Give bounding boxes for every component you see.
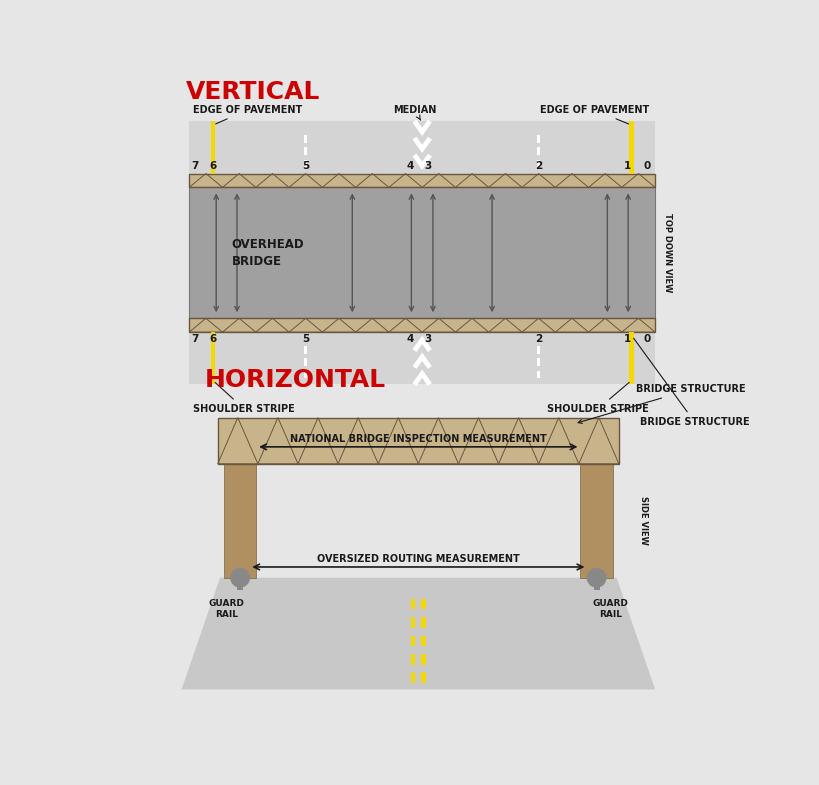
Bar	[189, 173, 654, 188]
Bar	[224, 464, 256, 578]
Text: OVERHEAD
BRIDGE: OVERHEAD BRIDGE	[231, 238, 304, 268]
Text: OVERSIZED ROUTING MEASUREMENT: OVERSIZED ROUTING MEASUREMENT	[317, 554, 519, 564]
Text: TOP DOWN VIEW: TOP DOWN VIEW	[662, 214, 671, 293]
Bar	[189, 173, 654, 188]
Circle shape	[586, 568, 605, 587]
Text: GUARD
RAIL: GUARD RAIL	[208, 599, 244, 619]
Bar	[421, 636, 426, 646]
Polygon shape	[181, 578, 654, 689]
Bar	[218, 418, 618, 464]
Text: 6: 6	[209, 334, 216, 345]
Bar	[304, 346, 307, 354]
Text: 5: 5	[301, 161, 309, 171]
Bar	[189, 121, 654, 385]
Text: EDGE OF PAVEMENT: EDGE OF PAVEMENT	[192, 105, 302, 124]
Text: 7: 7	[192, 161, 199, 171]
Text: 3: 3	[424, 161, 432, 171]
Text: SHOULDER STRIPE: SHOULDER STRIPE	[546, 382, 649, 414]
Bar	[536, 358, 540, 366]
Text: 2: 2	[534, 161, 541, 171]
Bar	[628, 332, 633, 385]
Bar	[536, 135, 540, 143]
Bar	[410, 673, 414, 683]
Bar	[421, 673, 426, 683]
Bar	[210, 332, 215, 385]
Text: 4: 4	[405, 334, 413, 345]
Bar	[304, 135, 307, 143]
Bar	[304, 159, 307, 167]
Bar	[304, 371, 307, 378]
Bar	[536, 346, 540, 354]
Text: 3: 3	[424, 334, 432, 345]
Text: 7: 7	[192, 334, 199, 345]
Text: BRIDGE STRUCTURE: BRIDGE STRUCTURE	[577, 385, 744, 423]
Text: 1: 1	[623, 334, 631, 345]
Bar	[210, 121, 215, 173]
Text: 5: 5	[301, 334, 309, 345]
Bar	[410, 654, 414, 665]
Text: MEDIAN: MEDIAN	[392, 105, 436, 120]
Text: 1: 1	[623, 161, 631, 171]
Bar	[536, 159, 540, 167]
Text: 0: 0	[643, 161, 650, 171]
Text: NATIONAL BRIDGE INSPECTION MEASUREMENT: NATIONAL BRIDGE INSPECTION MEASUREMENT	[290, 434, 546, 444]
Bar	[189, 318, 654, 332]
Bar	[189, 318, 654, 332]
Text: GUARD
RAIL: GUARD RAIL	[592, 599, 627, 619]
Text: 6: 6	[209, 161, 216, 171]
Bar	[536, 371, 540, 378]
Text: HORIZONTAL: HORIZONTAL	[205, 368, 385, 392]
Bar	[189, 188, 654, 318]
Bar	[421, 598, 426, 609]
Bar	[304, 148, 307, 155]
Text: BRIDGE STRUCTURE: BRIDGE STRUCTURE	[633, 338, 749, 427]
Text: 4: 4	[405, 161, 413, 171]
Bar	[593, 578, 599, 590]
Bar	[421, 654, 426, 665]
Text: SHOULDER STRIPE: SHOULDER STRIPE	[192, 382, 295, 414]
Bar	[410, 636, 414, 646]
Bar	[410, 617, 414, 628]
Bar	[628, 121, 633, 173]
Text: SIDE VIEW: SIDE VIEW	[638, 496, 647, 546]
Text: 2: 2	[534, 334, 541, 345]
Bar	[304, 358, 307, 366]
Bar	[580, 464, 612, 578]
Bar	[410, 598, 414, 609]
Text: 0: 0	[643, 334, 650, 345]
Bar	[237, 578, 243, 590]
Bar	[536, 148, 540, 155]
Bar	[421, 617, 426, 628]
Text: EDGE OF PAVEMENT: EDGE OF PAVEMENT	[539, 105, 648, 124]
Circle shape	[230, 568, 249, 587]
Text: VERTICAL: VERTICAL	[185, 80, 319, 104]
Bar	[218, 418, 618, 464]
